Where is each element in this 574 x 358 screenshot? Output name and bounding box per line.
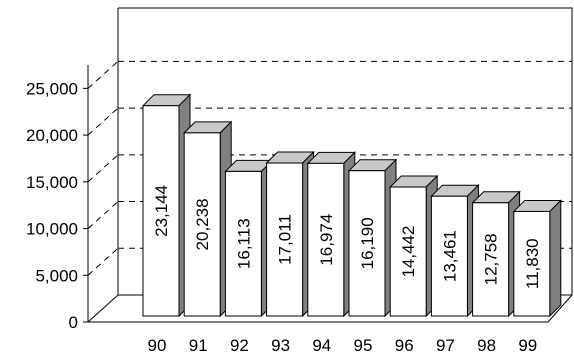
gridline-diagonal xyxy=(87,107,119,136)
bar: 17,011 xyxy=(265,150,315,318)
bar-front xyxy=(142,105,180,317)
y-tick-label: 15,000 xyxy=(26,173,78,192)
x-tick-label: 97 xyxy=(436,336,455,355)
x-tick-label: 95 xyxy=(354,336,373,355)
bar-data-label: 17,011 xyxy=(276,214,295,265)
y-tick-label: 0 xyxy=(69,313,78,332)
bar: 16,974 xyxy=(306,151,357,318)
bar-front xyxy=(307,162,345,317)
bar-data-label: 16,113 xyxy=(234,218,253,269)
bar: 16,190 xyxy=(347,158,398,318)
x-tick-label: 90 xyxy=(148,336,167,355)
bar-data-label: 12,758 xyxy=(482,233,501,285)
bar-front xyxy=(430,195,468,317)
gridline-diagonal xyxy=(87,154,119,183)
y-tick-label: 25,000 xyxy=(26,79,78,98)
bar: 11,830 xyxy=(512,199,563,318)
y-axis: 0 5,000 10,000 15,000 20,000 25,000 xyxy=(26,65,89,332)
gridline-diagonal xyxy=(87,201,119,229)
floor-right-edge xyxy=(547,294,573,323)
bar: 16,113 xyxy=(224,159,274,318)
y-tick-label: 5,000 xyxy=(35,266,78,285)
bar-front xyxy=(389,186,427,317)
x-tick-label: 91 xyxy=(189,336,208,355)
bar-front xyxy=(472,202,510,317)
x-tick-label: 98 xyxy=(477,336,496,355)
bar-data-label: 11,830 xyxy=(523,238,542,289)
bar-front xyxy=(266,162,304,317)
y-tick-label: 10,000 xyxy=(26,220,78,239)
bar: 13,461 xyxy=(430,183,480,318)
bar-front xyxy=(348,170,386,317)
back-wall-border xyxy=(118,7,573,295)
x-tick-label: 99 xyxy=(518,336,537,355)
bar-front xyxy=(513,210,551,317)
x-axis: 90 91 92 93 94 95 96 97 98 99 xyxy=(148,336,538,355)
bars: 23,144 20,238 16,113 17,011 16,974 16,190 14,4… xyxy=(141,93,563,318)
bar-data-label: 16,974 xyxy=(317,214,336,266)
gridline-diagonal xyxy=(87,60,119,89)
bar: 12,758 xyxy=(471,190,521,318)
x-tick-label: 93 xyxy=(271,336,290,355)
bar: 20,238 xyxy=(182,120,233,318)
bar: 14,442 xyxy=(388,174,439,318)
bar-front xyxy=(183,132,221,317)
bar-data-label: 16,190 xyxy=(358,217,377,269)
floor-left-edge xyxy=(87,294,119,323)
bar-data-label: 23,144 xyxy=(152,185,171,237)
bar-data-label: 13,461 xyxy=(440,230,459,282)
bar-data-label: 20,238 xyxy=(193,198,212,250)
bar-side xyxy=(549,199,562,318)
bar-front xyxy=(224,170,262,317)
bar: 23,144 xyxy=(141,93,192,318)
x-tick-label: 96 xyxy=(395,336,414,355)
gridline-diagonal xyxy=(87,247,119,276)
y-tick-label: 20,000 xyxy=(26,126,78,145)
x-tick-label: 94 xyxy=(312,336,331,355)
bar-data-label: 14,442 xyxy=(399,226,418,278)
x-tick-label: 92 xyxy=(230,336,249,355)
